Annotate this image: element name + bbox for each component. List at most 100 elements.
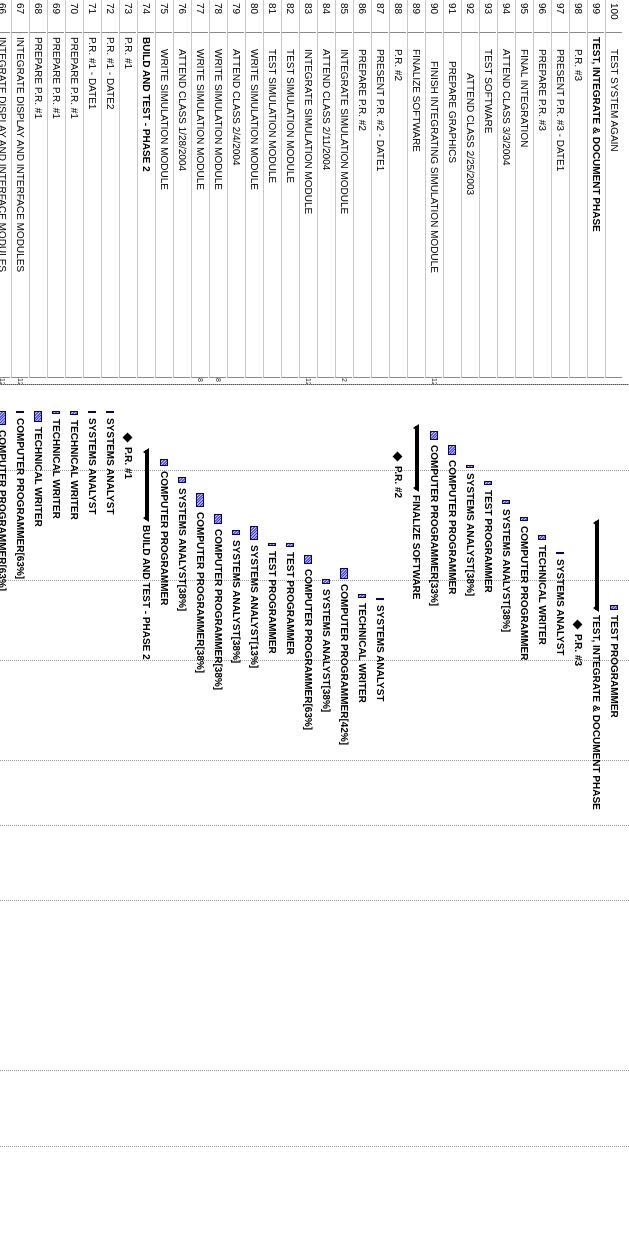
task-id-cell: 81 [263, 0, 280, 33]
task-name-cell[interactable]: INTEGRATE DISPLAY AND INTERFACE MODULES [0, 33, 10, 378]
task-name-cell[interactable]: PREPARE P.R. #1 [29, 33, 46, 378]
task-name-cell[interactable]: ATTEND CLASS 3/3/2004 [497, 33, 514, 378]
resource-label: TEST PROGRAMMER [482, 490, 493, 593]
gantt-task-bar[interactable] [16, 411, 24, 413]
task-name-cell[interactable]: TEST, INTEGRATE & DOCUMENT PHASE [587, 33, 604, 378]
table-row[interactable]: 73 P.R. #1 [118, 0, 136, 1233]
resource-label: TECHNICAL WRITER [32, 427, 43, 527]
task-id-cell: 86 [353, 0, 370, 33]
task-name-cell[interactable]: TEST SYSTEM AGAIN [605, 33, 622, 378]
table-row[interactable]: 92 ATTEND CLASS 2/25/2003 [460, 0, 478, 1233]
table-row[interactable]: 98 P.R. #3 [568, 0, 586, 1233]
gantt-task-bar[interactable] [106, 411, 114, 413]
gantt-task-bar[interactable] [538, 535, 546, 540]
task-name-cell[interactable]: P.R. #2 [389, 33, 406, 378]
gantt-task-bar[interactable] [88, 411, 96, 413]
gantt-task-bar[interactable] [376, 598, 384, 600]
task-name-cell[interactable]: PRESENT P.R. #3 - DATE1 [551, 33, 568, 378]
task-name-cell[interactable]: P.R. #1 - DATE2 [101, 33, 118, 378]
task-id-cell: 96 [533, 0, 550, 33]
task-name-cell[interactable]: TEST SIMULATION MODULE [281, 33, 298, 378]
table-row[interactable]: 69 PREPARE P.R. #1 [46, 0, 64, 1233]
task-name-cell[interactable]: ATTEND CLASS 2/25/2003 [461, 33, 478, 378]
timescale-gridline [0, 1070, 629, 1072]
gantt-task-bar[interactable] [160, 459, 168, 466]
task-name-cell[interactable]: P.R. #3 [569, 33, 586, 378]
task-id-cell: 95 [515, 0, 532, 33]
table-row[interactable]: 89 FINALIZE SOFTWARE [406, 0, 424, 1233]
gantt-task-bar[interactable] [448, 445, 456, 455]
gantt-task-bar[interactable] [430, 431, 438, 440]
table-row[interactable]: 72 P.R. #1 - DATE2 [100, 0, 118, 1233]
gantt-task-bar[interactable] [484, 481, 492, 485]
gantt-task-bar[interactable] [556, 552, 564, 554]
task-name-cell[interactable]: P.R. #1 - DATE1 [83, 33, 100, 378]
gantt-task-bar[interactable] [232, 530, 240, 535]
task-name-cell[interactable]: PREPARE GRAPHICS [443, 33, 460, 378]
resource-label: COMPUTER PROGRAMMER [446, 460, 457, 595]
gantt-task-bar[interactable] [358, 594, 366, 598]
gantt-task-bar[interactable] [286, 543, 294, 547]
table-row[interactable]: 68 PREPARE P.R. #1 [28, 0, 46, 1233]
task-name-cell[interactable]: WRITE SIMULATION MODULE [209, 33, 226, 378]
gantt-task-bar[interactable] [268, 543, 276, 546]
task-name-cell[interactable]: FINAL INTEGRATION [515, 33, 532, 378]
gantt-task-bar[interactable] [322, 579, 330, 584]
task-name-cell[interactable]: INTEGRATE SIMULATION MODULE [299, 33, 316, 378]
task-name-cell[interactable]: PREPARE P.R. #2 [353, 33, 370, 378]
gantt-task-bar[interactable] [250, 526, 258, 540]
gantt-task-bar[interactable] [340, 568, 348, 579]
task-name-cell[interactable]: ATTEND CLASS 2/4/2004 [227, 33, 244, 378]
table-row[interactable]: 71 P.R. #1 - DATE1 [82, 0, 100, 1233]
table-row[interactable]: 93 TEST SOFTWARE [478, 0, 496, 1233]
table-row[interactable]: 75 WRITE SIMULATION MODULE [154, 0, 172, 1233]
task-name-cell[interactable]: INTEGRATE DISPLAY AND INTERFACE MODULES [11, 33, 28, 378]
task-name-cell[interactable]: PREPARE P.R. #3 [533, 33, 550, 378]
task-name-cell[interactable]: BUILD AND TEST - PHASE 2 [137, 33, 154, 378]
gantt-task-bar[interactable] [466, 465, 474, 468]
task-id-cell: 68 [29, 0, 46, 33]
gantt-task-bar[interactable] [196, 493, 204, 507]
gantt-task-bar[interactable] [178, 477, 186, 483]
table-row[interactable]: 76 ATTEND CLASS 1/28/2004 [172, 0, 190, 1233]
task-id-cell: 90 [425, 0, 442, 33]
table-row[interactable]: 66 INTEGRATE DISPLAY AND INTERFACE MODULE… [0, 0, 10, 1233]
task-name-cell[interactable]: PREPARE P.R. #1 [47, 33, 64, 378]
gantt-task-bar[interactable] [502, 500, 510, 504]
task-name-cell[interactable]: PREPARE P.R. #1 [65, 33, 82, 378]
table-row[interactable]: 88 P.R. #2 [388, 0, 406, 1233]
table-row[interactable]: 91 PREPARE GRAPHICS [442, 0, 460, 1233]
resource-label: P.R. #3 [572, 634, 583, 667]
gantt-task-bar[interactable] [520, 517, 528, 521]
task-name-cell[interactable]: ATTEND CLASS 2/11/2004 [317, 33, 334, 378]
task-name-cell[interactable]: WRITE SIMULATION MODULE [155, 33, 172, 378]
table-row[interactable]: 67 INTEGRATE DISPLAY AND INTERFACE MODULE… [10, 0, 28, 1233]
gantt-task-bar[interactable] [304, 555, 312, 564]
resource-label: P.R. #2 [392, 466, 403, 499]
task-name-cell[interactable]: WRITE SIMULATION MODULE [191, 33, 208, 378]
gantt-task-bar[interactable] [52, 411, 60, 414]
resource-label: TECHNICAL WRITER [536, 545, 547, 645]
summary-bar[interactable] [145, 450, 149, 520]
gantt-task-bar[interactable] [0, 411, 6, 425]
gantt-task-bar[interactable] [214, 514, 222, 524]
task-name-cell[interactable]: TEST SOFTWARE [479, 33, 496, 378]
summary-bar[interactable] [595, 521, 599, 610]
gantt-task-bar[interactable] [610, 605, 618, 610]
resource-label: TEST PROGRAMMER [266, 551, 277, 654]
resource-label: SYSTEMS ANALYST[13%] [248, 545, 259, 669]
table-row[interactable]: 90 FINISH INTEGRATING SIMULATION MODULE 12 [424, 0, 442, 1233]
task-name-cell[interactable]: FINISH INTEGRATING SIMULATION MODULE [425, 33, 442, 378]
task-name-cell[interactable]: P.R. #1 [119, 33, 136, 378]
task-name-cell[interactable]: ATTEND CLASS 1/28/2004 [173, 33, 190, 378]
task-name-cell[interactable]: PRESENT P.R. #2 - DATE1 [371, 33, 388, 378]
gantt-task-bar[interactable] [70, 411, 78, 415]
task-name-cell[interactable]: WRITE SIMULATION MODULE [245, 33, 262, 378]
task-name-cell[interactable]: FINALIZE SOFTWARE [407, 33, 424, 378]
summary-bar[interactable] [415, 426, 419, 490]
task-name-cell[interactable]: TEST SIMULATION MODULE [263, 33, 280, 378]
gantt-task-bar[interactable] [34, 411, 42, 422]
table-row[interactable]: 70 PREPARE P.R. #1 [64, 0, 82, 1233]
task-name-cell[interactable]: INTEGRATE SIMULATION MODULE [335, 33, 352, 378]
